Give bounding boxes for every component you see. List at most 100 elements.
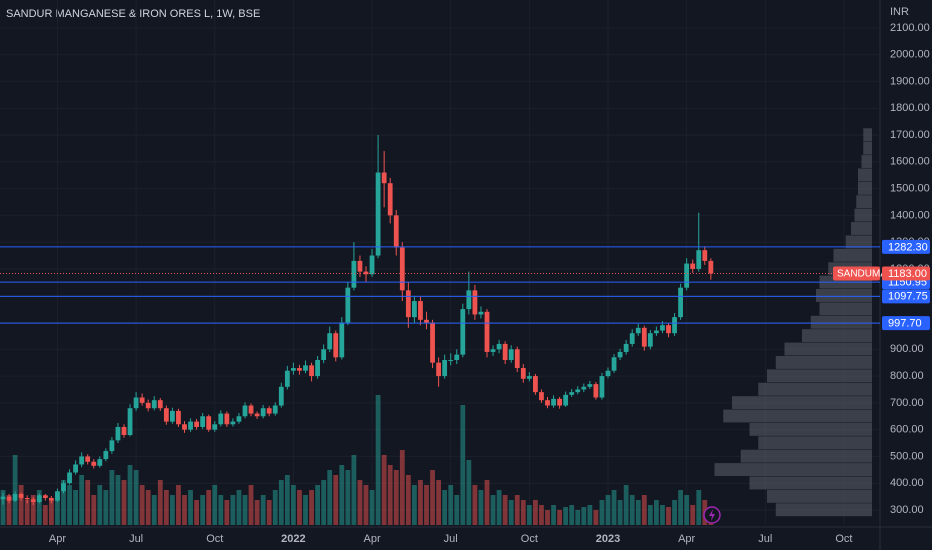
candle-body xyxy=(0,496,6,500)
volume-bar xyxy=(127,465,133,525)
volume-bar xyxy=(278,480,284,525)
volume-bar xyxy=(260,495,266,525)
volume-bar xyxy=(139,485,145,525)
volume-bar xyxy=(339,465,345,525)
candle-body xyxy=(303,365,308,371)
candle-body xyxy=(593,384,599,398)
candle-body xyxy=(55,491,60,501)
candle-body xyxy=(345,287,351,323)
candle-body xyxy=(30,499,36,502)
candle-body xyxy=(127,408,133,435)
volume-bar xyxy=(678,490,683,525)
volume-bar xyxy=(393,470,399,525)
candle-body xyxy=(478,311,484,315)
candle-body xyxy=(629,333,635,344)
volume-bar xyxy=(430,470,435,525)
candle-body xyxy=(654,330,659,334)
y-tick-label: 1800.00 xyxy=(890,102,930,114)
volume-bar xyxy=(24,500,30,525)
volume-bar xyxy=(163,490,169,525)
volume-profile-bar xyxy=(833,248,872,262)
volume-bar xyxy=(502,495,508,525)
volume-bar xyxy=(617,500,623,525)
candle-body xyxy=(702,250,708,261)
volume-bar xyxy=(533,500,538,525)
candle-body xyxy=(182,424,187,430)
volume-bar xyxy=(363,485,369,525)
volume-bar xyxy=(405,475,411,525)
candle-body xyxy=(405,290,411,318)
candle-body xyxy=(635,327,641,334)
volume-bar xyxy=(73,490,78,525)
volume-bar xyxy=(79,475,85,525)
volume-bar xyxy=(563,507,569,525)
volume-bar xyxy=(436,480,441,525)
volume-bar xyxy=(212,485,218,525)
candle-body xyxy=(430,322,435,363)
candle-body xyxy=(18,493,24,498)
volume-profile-bar xyxy=(810,315,872,329)
volume-bar xyxy=(0,490,6,525)
candle-body xyxy=(200,416,206,427)
candle-body xyxy=(708,260,714,274)
candle-body xyxy=(36,495,42,502)
level-label-box xyxy=(882,239,930,254)
x-tick-label: Apr xyxy=(363,533,380,545)
candle-body xyxy=(109,440,115,452)
y-tick-label: 600.00 xyxy=(890,424,924,436)
volume-bar xyxy=(442,490,448,525)
candle-body xyxy=(351,260,357,288)
candle-body xyxy=(291,368,296,371)
candle-body xyxy=(581,386,587,390)
candle-body xyxy=(472,290,478,315)
candle-body xyxy=(212,424,218,430)
volume-bar xyxy=(551,505,556,525)
candle-body xyxy=(460,309,466,355)
volume-bar xyxy=(200,495,206,525)
volume-bar xyxy=(85,480,91,525)
level-label: 1282.30 xyxy=(888,241,928,253)
volume-profile-bar xyxy=(858,181,872,195)
volume-profile-bar xyxy=(758,382,872,396)
volume-bar xyxy=(30,495,36,525)
x-tick-label: Oct xyxy=(835,533,852,545)
y-tick-label: 1900.00 xyxy=(890,75,930,87)
volume-profile-bar xyxy=(749,476,872,490)
y-tick-label: 1400.00 xyxy=(890,209,930,221)
volume-bar xyxy=(557,510,562,525)
volume-bar xyxy=(611,490,617,525)
candle-body xyxy=(496,343,502,350)
candle-body xyxy=(115,426,121,441)
candle-body xyxy=(79,456,85,465)
candle-body xyxy=(508,349,514,360)
candle-body xyxy=(297,368,302,371)
candle-body xyxy=(85,456,91,462)
volume-bar xyxy=(599,500,605,525)
candle-body xyxy=(533,376,538,393)
candle-body xyxy=(363,271,369,275)
last-price-label: 1183.00 xyxy=(888,268,927,280)
volume-bar xyxy=(569,505,575,525)
volume-bar xyxy=(424,485,429,525)
volume-bar xyxy=(157,480,163,525)
candle-body xyxy=(666,325,671,334)
volume-bar xyxy=(418,480,423,525)
volume-bar xyxy=(18,485,24,525)
volume-profile-bar xyxy=(856,195,872,209)
volume-profile-bar xyxy=(758,436,872,450)
candle-body xyxy=(696,250,702,269)
volume-profile-bar xyxy=(819,302,872,316)
candle-body xyxy=(436,362,441,377)
volume-profile-bar xyxy=(775,355,872,369)
x-tick-label: Jul xyxy=(129,533,143,545)
level-label: 1097.75 xyxy=(888,291,928,303)
candle-body xyxy=(218,413,224,425)
candle-body xyxy=(315,360,320,377)
candle-body xyxy=(206,416,212,430)
candle-body xyxy=(121,426,127,435)
candle-body xyxy=(641,327,647,347)
volume-bar xyxy=(321,480,327,525)
chart-title: SANDUR MANGANESE & IRON ORES L, 1W, BSE xyxy=(6,8,260,20)
volume-bar xyxy=(67,485,72,525)
candle-body xyxy=(599,376,605,398)
